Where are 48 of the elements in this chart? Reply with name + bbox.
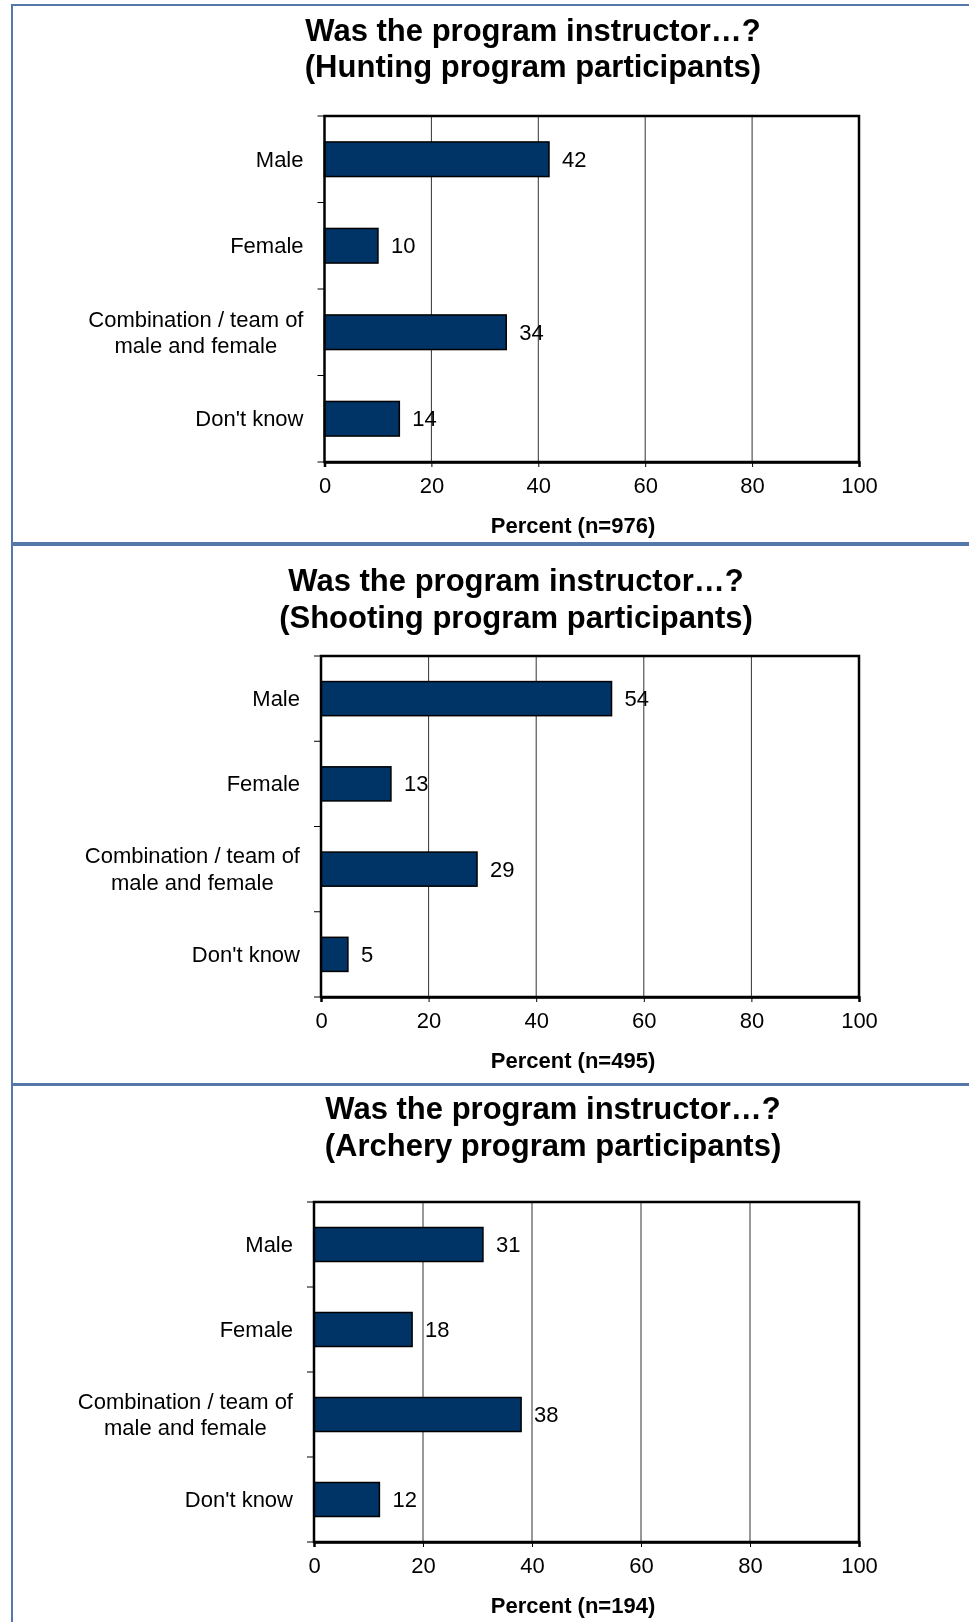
y-tick-label: Combination / team of male and female <box>77 1388 294 1441</box>
x-tick-label: 60 <box>629 1552 654 1578</box>
x-tick-label: 40 <box>520 1552 545 1578</box>
data-label: 12 <box>392 1487 417 1512</box>
y-tick-label: Don't know <box>191 941 301 967</box>
x-tick-label: 20 <box>416 1007 442 1033</box>
x-axis-title: Percent (n=976) <box>490 512 656 538</box>
chart-subtitle: (Archery program participants) <box>324 1127 782 1163</box>
x-tick-label: 60 <box>632 1007 657 1033</box>
x-tick-label: 100 <box>841 1552 878 1578</box>
y-tick-label: Female <box>230 233 304 259</box>
x-axis-title: Percent (n=194) <box>490 1592 656 1618</box>
x-tick-label: 60 <box>633 472 658 498</box>
y-tick-label: Combination / team of male and female <box>88 306 305 358</box>
x-tick-label: 0 <box>315 1007 328 1033</box>
y-tick-label: Male <box>255 146 304 172</box>
data-label: 13 <box>403 771 429 797</box>
x-tick-label: 20 <box>411 1552 436 1578</box>
x-tick-label: 40 <box>524 1007 549 1033</box>
data-label: 42 <box>561 146 587 172</box>
y-tick-label: Male <box>245 1232 293 1257</box>
y-tick-label: Male <box>252 686 300 712</box>
x-tick-label: 80 <box>740 472 765 498</box>
data-label: 29 <box>490 856 515 882</box>
y-tick-label: Female <box>219 1317 293 1342</box>
x-tick-label: 80 <box>739 1007 765 1033</box>
y-tick-label: Combination / team of male and female <box>84 843 301 895</box>
x-tick-label: 40 <box>526 472 552 498</box>
x-tick-label: 0 <box>318 472 332 498</box>
x-tick-label: 20 <box>419 472 445 498</box>
x-tick-label: 100 <box>841 1007 878 1033</box>
chart-title: Was the program instructor…? <box>288 562 744 598</box>
y-tick-label: Don't know <box>195 406 304 432</box>
chart-title: Was the program instructor…? <box>325 1090 781 1126</box>
data-label: 31 <box>495 1232 521 1257</box>
y-tick-label: Female <box>226 771 300 797</box>
chart-subtitle: (Shooting program participants) <box>279 599 753 635</box>
chart-subtitle: (Hunting program participants) <box>304 48 762 84</box>
x-tick-label: 0 <box>308 1552 321 1578</box>
data-label: 18 <box>425 1317 450 1342</box>
x-tick-label: 100 <box>841 472 878 498</box>
x-axis-title: Percent (n=495) <box>490 1047 656 1073</box>
data-label: 10 <box>390 233 416 259</box>
data-label: 38 <box>534 1402 559 1427</box>
data-label: 5 <box>360 941 374 967</box>
chart-title: Was the program instructor…? <box>305 12 761 48</box>
x-tick-label: 80 <box>738 1552 763 1578</box>
y-tick-label: Don't know <box>184 1487 294 1512</box>
